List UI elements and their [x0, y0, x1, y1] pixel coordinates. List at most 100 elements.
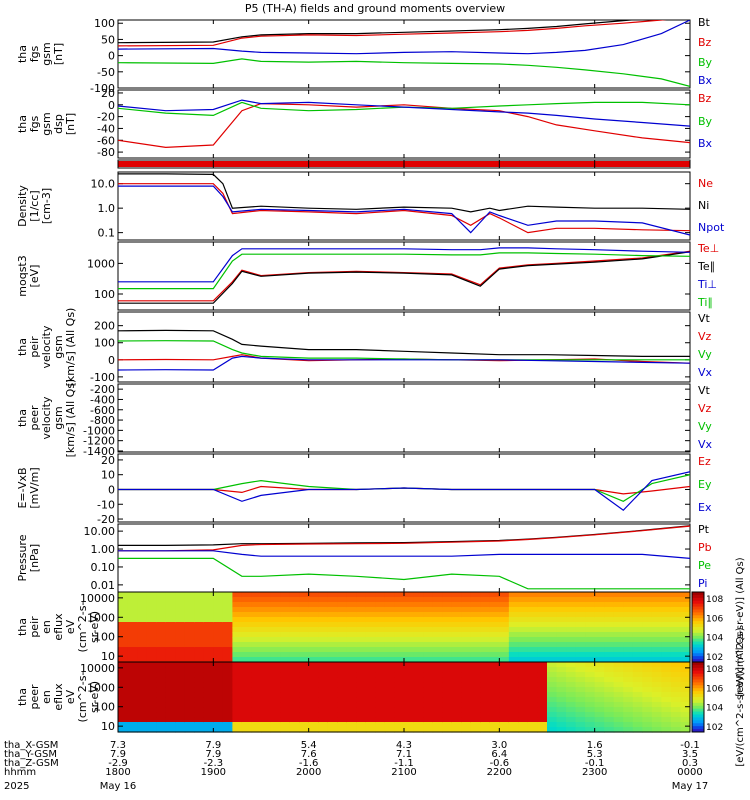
spectrogram-cell: [137, 722, 148, 728]
spectrogram-cell: [156, 622, 167, 628]
spectrogram-cell: [566, 677, 577, 683]
spectrogram-cell: [680, 602, 691, 608]
spectrogram-cell: [451, 622, 462, 628]
spectrogram-cell: [384, 652, 396, 658]
spectrogram-cell: [575, 697, 586, 703]
colorbar-tick-label: 104: [706, 634, 723, 644]
spectrogram-cell: [146, 692, 157, 698]
spectrogram-cell: [556, 722, 567, 728]
spectrogram-cell: [508, 602, 519, 608]
spectrogram-cell: [118, 692, 129, 698]
spectrogram-cell: [585, 717, 596, 723]
spectrogram-cell: [527, 727, 539, 733]
spectrogram-cell: [585, 607, 596, 613]
spectrogram-cell: [661, 597, 672, 603]
spectrogram-cell: [213, 607, 224, 613]
spectrogram-cell: [404, 662, 415, 668]
spectrogram-cell: [651, 597, 662, 603]
spectrogram-cell: [280, 667, 291, 673]
spectrogram-cell: [203, 642, 214, 648]
spectrogram-cell: [547, 617, 558, 623]
spectrogram-cell: [404, 707, 415, 713]
spectrogram-cell: [165, 707, 176, 713]
y-tick-label: 100: [94, 701, 115, 714]
spectrogram-cell: [604, 597, 615, 603]
spectrogram-cell: [118, 682, 129, 688]
spectrogram-cell: [499, 622, 510, 628]
spectrogram-cell: [537, 642, 548, 648]
spectrogram-cell: [365, 652, 376, 658]
spectrogram-cell: [518, 637, 529, 643]
spectrogram-cell: [270, 662, 281, 668]
spectrogram-cell: [461, 622, 472, 628]
spectrogram-cell: [661, 617, 672, 623]
y-tick-label: 10: [101, 650, 115, 663]
spectrogram-cell: [280, 677, 291, 683]
spectrogram-cell: [670, 622, 682, 628]
spectrogram-cell: [165, 682, 176, 688]
spectrogram-cell: [661, 697, 672, 703]
spectrogram-cell: [432, 642, 443, 648]
spectrogram-cell: [508, 592, 519, 598]
spectrogram-cell: [661, 727, 672, 733]
spectrogram-cell: [413, 612, 424, 618]
spectrogram-cell: [499, 612, 510, 618]
spectrogram-cell: [146, 612, 157, 618]
spectrogram-cell: [346, 617, 357, 623]
spectrogram-cell: [556, 682, 567, 688]
y-tick-label: 1000: [87, 257, 115, 270]
spectrogram-cell: [232, 722, 243, 728]
spectrogram-cell: [632, 712, 643, 718]
spectrogram-cell: [585, 597, 596, 603]
spectrogram-cell: [203, 647, 214, 653]
spectrogram-10: [118, 662, 691, 733]
spectrogram-cell: [670, 702, 682, 708]
spectrogram-cell: [594, 707, 605, 713]
y-tick-label: -1400: [83, 445, 115, 458]
spectrogram-cell: [194, 677, 205, 683]
spectrogram-cell: [175, 707, 186, 713]
spectrogram-cell: [661, 632, 672, 638]
spectrogram-cell: [594, 727, 605, 733]
spectrogram-cell: [146, 672, 157, 678]
spectrogram-cell: [527, 642, 539, 648]
colorbar-step: [692, 717, 704, 721]
spectrogram-cell: [642, 727, 653, 733]
spectrogram-cell: [470, 617, 481, 623]
spectrogram-cell: [394, 692, 405, 698]
y-axis-label: moqst3: [16, 255, 29, 296]
series-line: [118, 20, 690, 55]
spectrogram-cell: [604, 657, 615, 663]
spectrogram-cell: [670, 647, 682, 653]
spectrogram-cell: [594, 667, 605, 673]
spectrogram-cell: [404, 717, 415, 723]
spectrogram-cell: [156, 657, 167, 663]
spectrogram-cell: [156, 612, 167, 618]
spectrogram-cell: [251, 682, 262, 688]
spectrogram-cell: [404, 627, 415, 633]
spectrogram-cell: [213, 657, 224, 663]
colorbar-tick-label: 108: [706, 665, 723, 675]
spectrogram-cell: [318, 712, 329, 718]
spectrogram-cell: [118, 727, 129, 733]
spectrogram-cell: [156, 702, 167, 708]
spectrogram-cell: [623, 632, 634, 638]
colorbar-step: [692, 664, 704, 669]
spectrogram-cell: [432, 667, 443, 673]
spectrogram-cell: [566, 592, 577, 598]
spectrogram-cell: [442, 602, 453, 608]
spectrogram-cell: [413, 712, 424, 718]
spectrogram-cell: [184, 602, 195, 608]
spectrogram-cell: [670, 667, 682, 673]
colorbar-step: [692, 638, 704, 643]
spectrogram-cell: [613, 592, 624, 598]
spectrogram-cell: [442, 627, 453, 633]
spectrogram-cell: [194, 707, 205, 713]
spectrogram-cell: [375, 607, 386, 613]
spectrogram-cell: [623, 677, 634, 683]
spectrogram-cell: [566, 657, 577, 663]
x-row-value: 0.3: [682, 758, 698, 769]
spectrogram-cell: [613, 727, 624, 733]
spectrogram-cell: [175, 722, 186, 728]
spectrogram-cell: [118, 602, 129, 608]
